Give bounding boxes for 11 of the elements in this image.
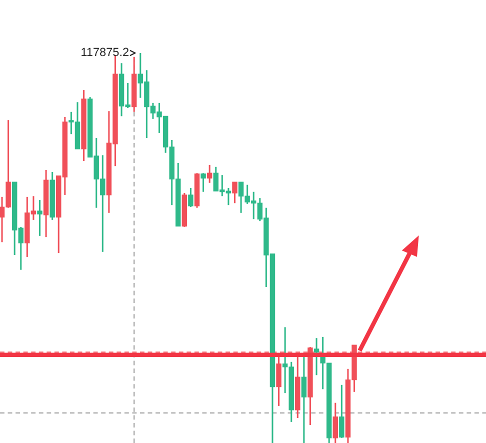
candlestick	[314, 337, 320, 376]
candlestick	[37, 199, 42, 237]
candlestick	[276, 356, 282, 407]
candlestick	[200, 172, 206, 193]
candlestick	[339, 384, 344, 439]
candlestick	[206, 164, 212, 184]
candlestick	[188, 187, 194, 208]
annotation: 117875.2	[82, 48, 128, 56]
candlestick	[301, 354, 307, 443]
candlestick	[232, 181, 238, 204]
candlestick	[332, 402, 338, 443]
